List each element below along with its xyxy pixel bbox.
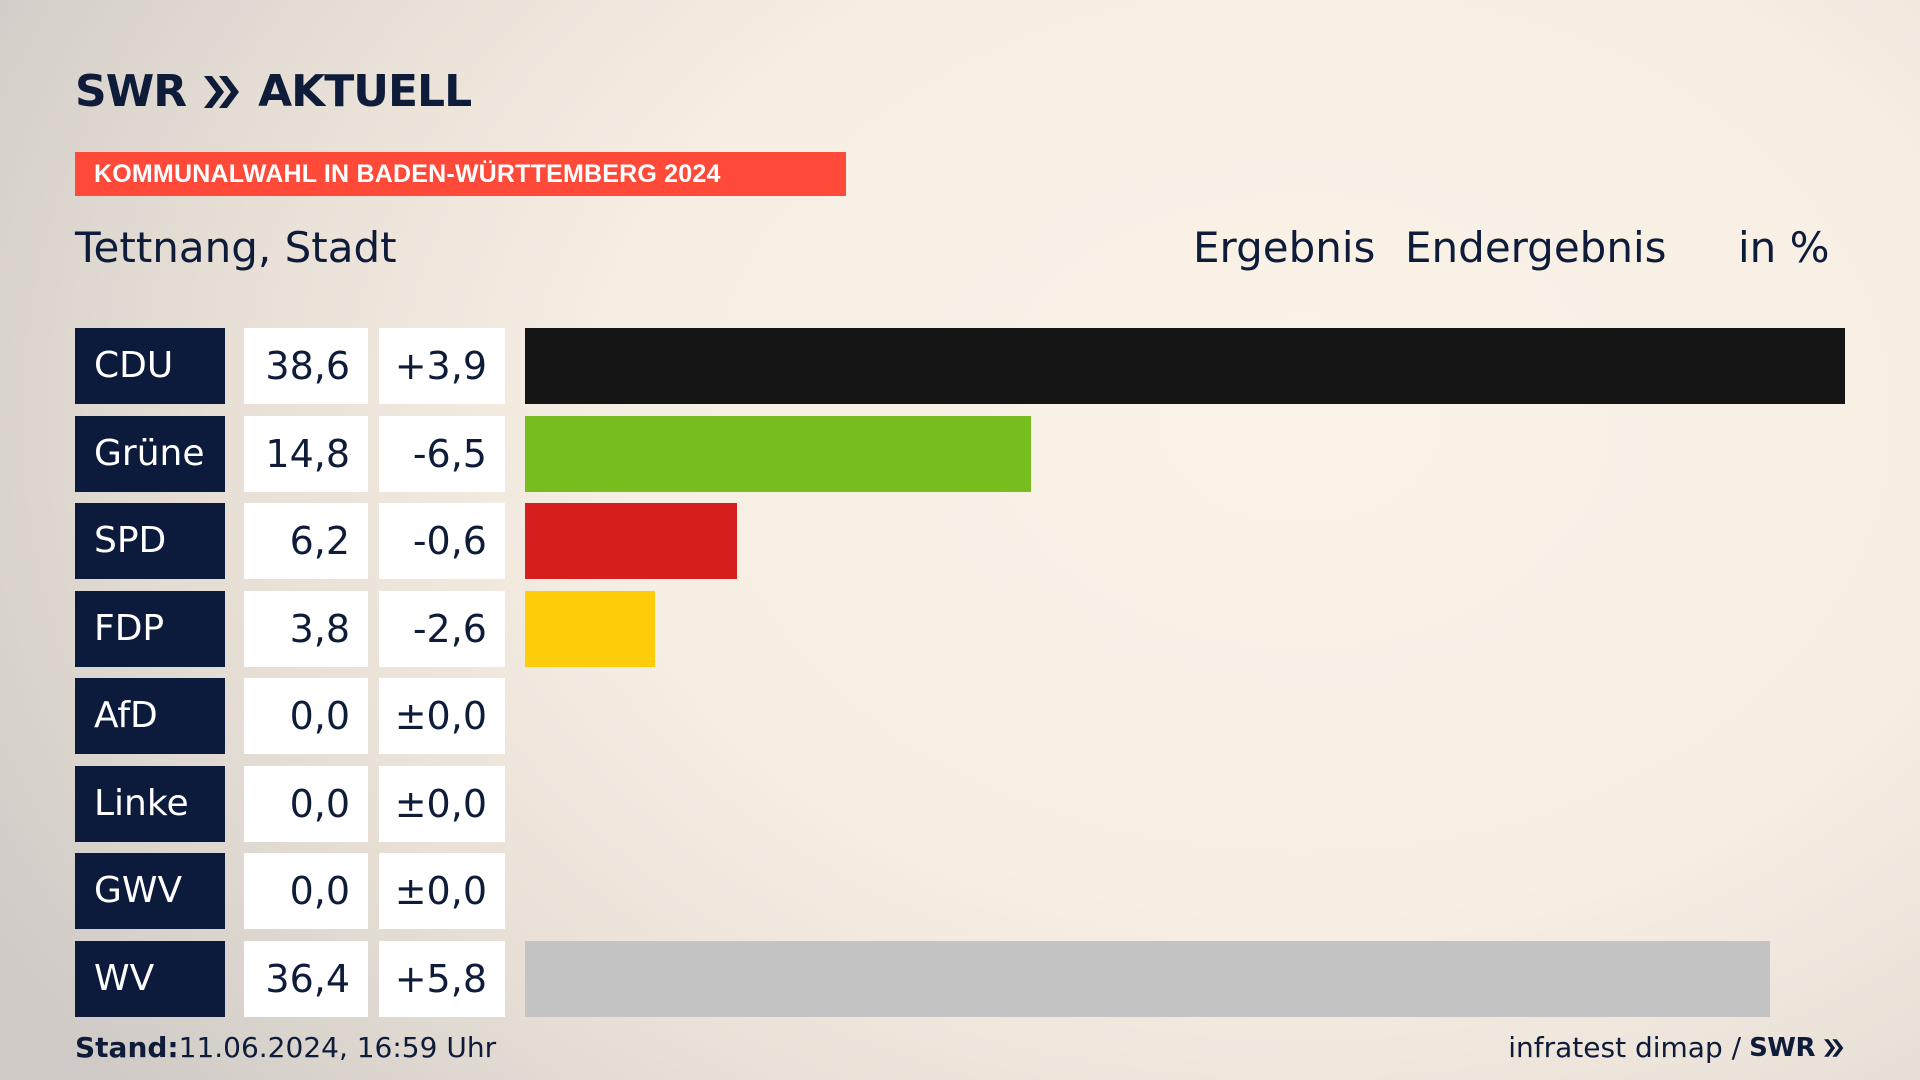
result-row: FDP 3,8 -2,6 (0, 590, 1920, 667)
result-value: 0,0 (244, 853, 368, 929)
result-value: 0,0 (244, 765, 368, 842)
result-row: GWV 0,0 ±0,0 (0, 853, 1920, 929)
result-value: 14,8 (244, 415, 368, 492)
header-ergebnis: Ergebnis (1193, 223, 1376, 272)
result-value: 3,8 (244, 590, 368, 667)
party-label: Linke (75, 765, 225, 842)
result-row: WV 36,4 +5,8 (0, 940, 1920, 1017)
result-diff: -0,6 (379, 503, 505, 579)
result-bar (525, 415, 1032, 492)
footer-source: infratest dimap / SWR (1508, 1030, 1845, 1066)
result-diff: ±0,0 (379, 765, 505, 842)
election-banner: KOMMUNALWAHL IN BADEN-WÜRTTEMBERG 2024 (75, 152, 846, 196)
result-row: Grüne 14,8 -6,5 (0, 415, 1920, 492)
logo-swr-text: SWR (75, 66, 187, 117)
result-row: SPD 6,2 -0,6 (0, 503, 1920, 579)
logo-aktuell-text: AKTUELL (258, 66, 472, 117)
result-bar (525, 940, 1770, 1017)
double-chevron-icon (204, 76, 240, 108)
party-label: GWV (75, 853, 225, 929)
result-row: Linke 0,0 ±0,0 (0, 765, 1920, 842)
source-text: infratest dimap / (1508, 1031, 1742, 1064)
result-bar (525, 503, 738, 579)
party-label: Grüne (75, 415, 225, 492)
party-label: FDP (75, 590, 225, 667)
result-diff: -2,6 (379, 590, 505, 667)
header-endergebnis: Endergebnis (1405, 223, 1667, 272)
result-diff: +3,9 (379, 328, 505, 404)
footer-stand: Stand:11.06.2024, 16:59 Uhr (75, 1030, 496, 1066)
result-bar (525, 328, 1845, 404)
double-chevron-small-icon (1824, 1039, 1844, 1057)
source-swr-logo: SWR (1749, 1033, 1815, 1063)
result-row: CDU 38,6 +3,9 (0, 328, 1920, 404)
party-label: AfD (75, 678, 225, 754)
result-diff: -6,5 (379, 415, 505, 492)
result-value: 38,6 (244, 328, 368, 404)
party-label: SPD (75, 503, 225, 579)
swr-aktuell-logo: SWR AKTUELL (75, 66, 472, 118)
result-diff: ±0,0 (379, 678, 505, 754)
result-value: 0,0 (244, 678, 368, 754)
result-row: AfD 0,0 ±0,0 (0, 678, 1920, 754)
result-value: 6,2 (244, 503, 368, 579)
result-diff: +5,8 (379, 940, 505, 1017)
stand-value: 11.06.2024, 16:59 Uhr (178, 1031, 497, 1064)
place-title: Tettnang, Stadt (75, 223, 397, 272)
party-label: WV (75, 940, 225, 1017)
party-label: CDU (75, 328, 225, 404)
result-diff: ±0,0 (379, 853, 505, 929)
header-unit: in % (1738, 223, 1830, 272)
result-bar (525, 590, 655, 667)
stand-label: Stand: (75, 1031, 179, 1064)
result-value: 36,4 (244, 940, 368, 1017)
